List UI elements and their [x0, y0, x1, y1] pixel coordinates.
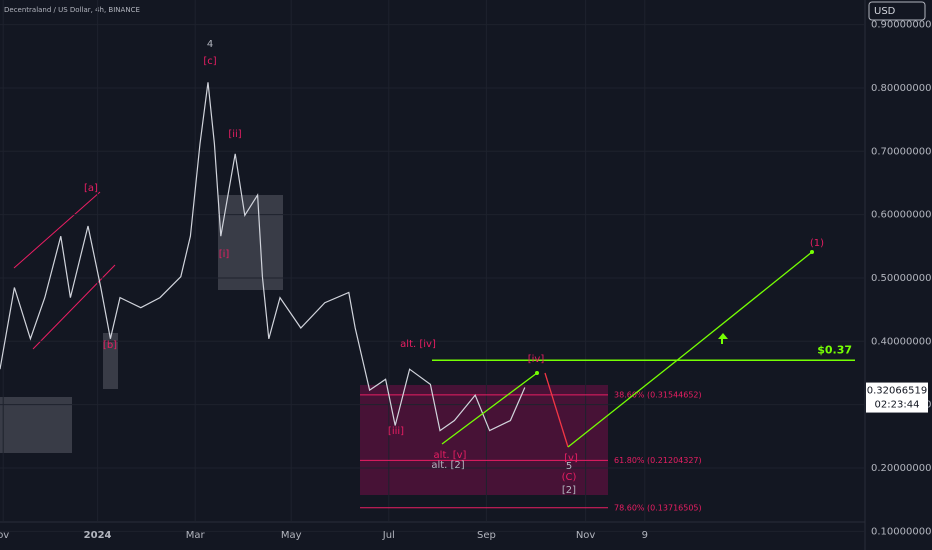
x-tick-label: May [281, 530, 302, 541]
target-label: $0.37 [817, 343, 852, 356]
wave-label: [i] [219, 249, 230, 260]
projection [544, 372, 569, 448]
wave-label: [a] [84, 183, 98, 194]
fib-label: 38.60% (0.31544652) [614, 390, 702, 399]
wave-label: [v] [564, 453, 578, 464]
box [103, 333, 118, 389]
wave-label: alt. [v] [434, 450, 467, 461]
x-tick-label: 2024 [84, 530, 112, 541]
y-tick-label: 0.50000000 [871, 273, 931, 284]
projection [567, 349, 691, 448]
wave-label: [iv] [528, 354, 545, 365]
projection [689, 251, 813, 351]
wave-label: (1) [810, 238, 824, 249]
projection [441, 372, 538, 445]
price-line [0, 82, 526, 432]
arrow-head [810, 250, 814, 254]
x-tick-label: Jul [382, 530, 395, 541]
wave-label: [ii] [228, 129, 241, 140]
y-tick-label: 0.60000000 [871, 210, 931, 221]
currency: USD [874, 6, 896, 17]
channel-line [32, 264, 116, 350]
box [218, 195, 283, 290]
y-tick-label: 0.40000000 [871, 336, 931, 347]
wave-label: [iii] [388, 426, 404, 437]
wave-label: [b] [103, 340, 117, 351]
x-tick-label: Nov [576, 530, 596, 541]
wave-label: alt. [iv] [400, 339, 436, 350]
chart-title: Decentraland / US Dollar, 4h, BINANCE [4, 6, 140, 14]
arrow-head [535, 371, 539, 375]
wave-label: 5 [566, 461, 572, 472]
channel-line [13, 191, 101, 269]
y-tick-label: 0.90000000 [871, 20, 931, 31]
y-tick-label: 0.70000000 [871, 146, 931, 157]
currency-box[interactable] [868, 1, 926, 21]
x-tick-label: ov [0, 530, 9, 541]
x-tick-label: 9 [642, 530, 648, 541]
y-tick-label: 0.10000000 [871, 526, 931, 537]
y-tick-label: 0.80000000 [871, 83, 931, 94]
last-price: 0.32066519 [867, 386, 927, 397]
fib-label: 61.80% (0.21204327) [614, 456, 702, 465]
x-tick-label: Sep [477, 530, 496, 541]
up-arrow [718, 333, 728, 344]
y-tick-label: 0.20000000 [871, 463, 931, 474]
box [0, 397, 72, 453]
countdown: 02:23:44 [875, 400, 920, 411]
x-tick-label: Mar [186, 530, 206, 541]
wave-label: alt. [2] [431, 460, 464, 471]
wave-label: 4 [207, 39, 213, 50]
wave-label: [c] [203, 56, 216, 67]
fib-label: 78.60% (0.13716505) [614, 503, 702, 512]
wave-label: [2] [562, 485, 576, 496]
wave-label: (C) [562, 472, 577, 483]
last-price-box [866, 382, 928, 413]
